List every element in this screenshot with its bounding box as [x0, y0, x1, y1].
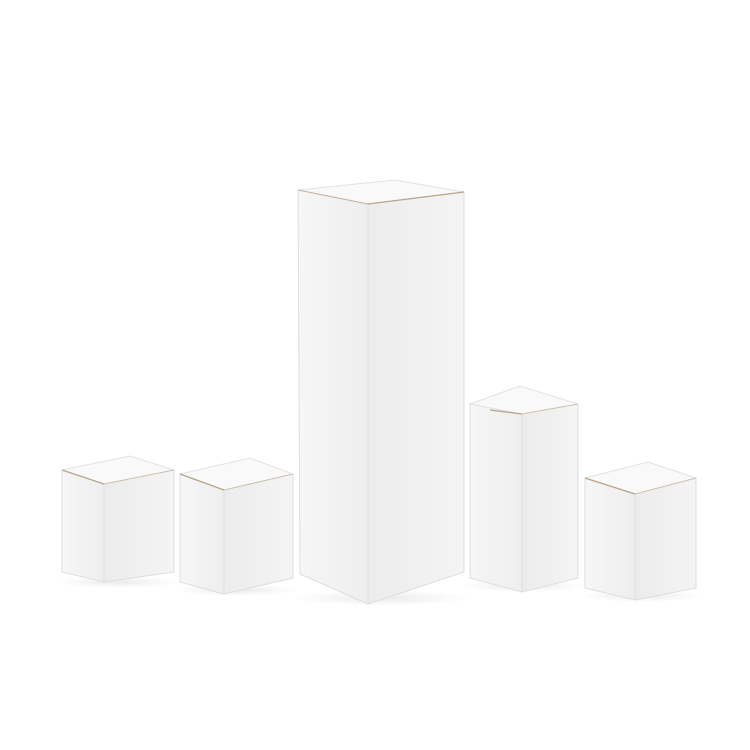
- box-small-left: [56, 455, 180, 588]
- box-medium-right: [461, 385, 585, 593]
- box-small-right: [579, 461, 703, 602]
- box-tall-center: [292, 179, 472, 606]
- box-small-center-left: [175, 457, 299, 596]
